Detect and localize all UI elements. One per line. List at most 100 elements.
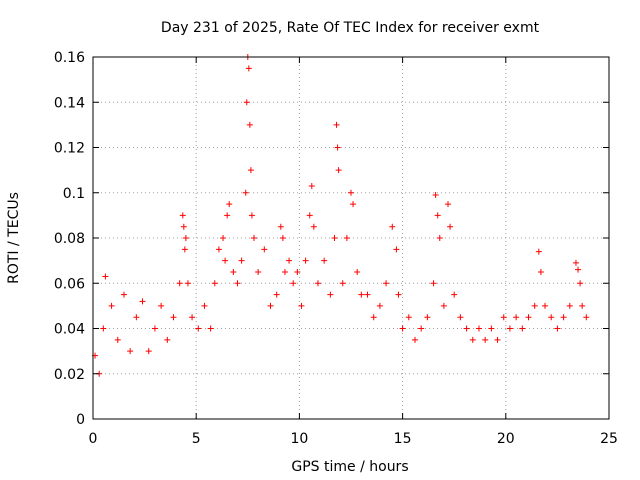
data-point [440,302,447,309]
data-point [120,291,127,298]
data-point [457,314,464,321]
data-point [211,280,218,287]
data-point [306,212,313,219]
data-point [577,280,584,287]
data-point [267,302,274,309]
data-point [370,314,377,321]
data-point [248,212,255,219]
data-point [139,298,146,305]
data-point [531,302,538,309]
data-point [245,65,252,72]
data-point [100,325,107,332]
data-point [290,280,297,287]
data-point [334,144,341,151]
data-point [447,223,454,230]
data-point [399,325,406,332]
y-tick-label: 0.04 [54,322,85,338]
plot-frame [92,56,610,420]
data-point [255,268,262,275]
y-tick-label: 0.12 [54,141,85,157]
x-axis-label: GPS time / hours [291,459,408,475]
data-point [405,314,412,321]
data-point [579,302,586,309]
data-point [389,223,396,230]
data-point [215,246,222,253]
data-point [243,99,250,106]
data-point [207,325,214,332]
data-point [247,167,254,174]
data-point [451,291,458,298]
data-point [482,336,489,343]
data-point [469,336,476,343]
data-point [298,302,305,309]
data-point [566,302,573,309]
data-point [537,268,544,275]
data-point [535,248,542,255]
data-point [310,223,317,230]
data-point [102,273,109,280]
data-point [383,280,390,287]
data-point [261,246,268,253]
data-point [279,235,286,241]
data-point [281,268,288,275]
data-point [525,314,532,321]
x-tick-label: 0 [89,431,98,447]
y-tick-label: 0.06 [54,276,85,292]
data-point [220,235,227,241]
data-point [286,257,293,264]
data-point [560,314,567,321]
data-point [195,325,202,332]
y-tick-label: 0.02 [54,367,85,383]
data-point [519,325,526,332]
data-point [393,246,400,253]
data-point [572,259,579,266]
chart-title: Day 231 of 2025, Rate Of TEC Index for r… [161,20,540,36]
x-tick-label: 5 [192,431,201,447]
data-point [463,325,470,332]
data-point [583,314,590,321]
data-point [327,291,334,298]
x-tick-label: 15 [394,431,412,447]
data-point [575,266,582,273]
data-point [234,280,241,287]
data-point [114,336,121,343]
data-point [133,314,140,321]
data-point [418,325,425,332]
data-point [273,291,280,298]
data-point [376,302,383,309]
x-tick-label: 20 [497,431,515,447]
data-point [181,246,188,253]
x-tick-label: 10 [290,431,308,447]
data-point [424,314,431,321]
data-point [430,280,437,287]
data-point [250,235,257,241]
data-point [226,201,233,208]
data-point [127,348,134,355]
y-tick-label: 0.14 [54,95,85,111]
data-point [548,314,555,321]
data-point [333,121,340,128]
x-tick-label: 25 [600,431,618,447]
data-point [180,223,187,230]
data-point [277,223,284,230]
data-point [354,268,361,275]
data-point [321,257,328,264]
y-tick-label: 0.1 [63,186,85,202]
data-point [201,302,208,309]
data-point [238,257,245,264]
data-point [164,336,171,343]
data-point [436,235,443,241]
data-point [182,235,189,241]
data-point [343,235,350,241]
data-point [500,314,507,321]
data-point [395,291,402,298]
data-point [308,182,315,189]
data-point [335,167,342,174]
data-point [506,325,513,332]
data-point [246,121,253,128]
data-point [314,280,321,287]
data-point [230,268,237,275]
data-point [364,291,371,298]
data-point [434,212,441,219]
